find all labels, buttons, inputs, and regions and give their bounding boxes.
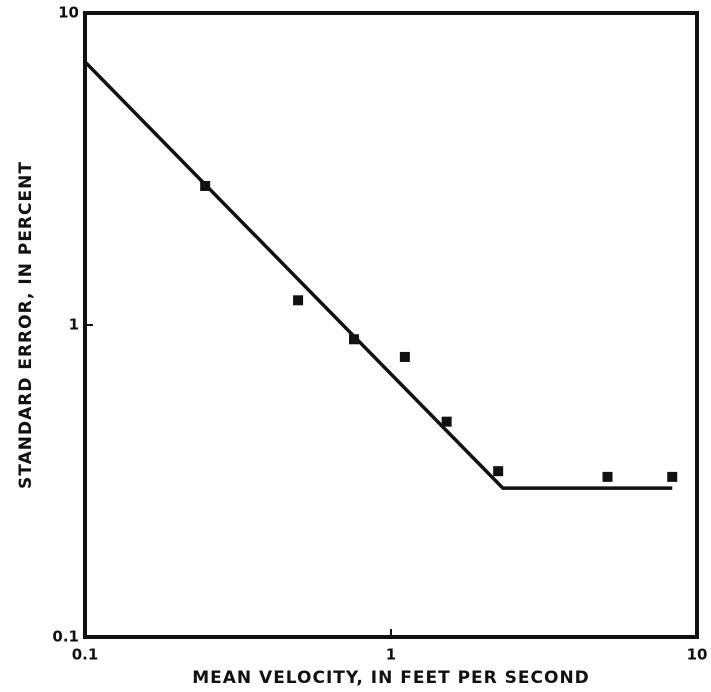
x-tick-label: 1 xyxy=(386,646,396,664)
data-point xyxy=(349,334,360,345)
x-axis-label: MEAN VELOCITY, IN FEET PER SECOND xyxy=(192,668,590,688)
data-point xyxy=(667,471,678,482)
y-tick-label: 0.1 xyxy=(52,628,79,646)
data-point xyxy=(399,351,410,362)
x-tick-label: 10 xyxy=(687,646,708,664)
data-point xyxy=(602,471,613,482)
y-tick-label: 10 xyxy=(58,4,79,22)
data-point xyxy=(493,466,504,477)
data-point xyxy=(441,416,452,427)
plot-frame xyxy=(83,11,699,639)
y-tick-label: 1 xyxy=(69,316,79,334)
fit-line xyxy=(83,60,673,490)
x-tick-label: 0.1 xyxy=(72,646,99,664)
y-axis-label: STANDARD ERROR, IN PERCENT xyxy=(16,161,36,489)
data-point xyxy=(293,295,304,306)
